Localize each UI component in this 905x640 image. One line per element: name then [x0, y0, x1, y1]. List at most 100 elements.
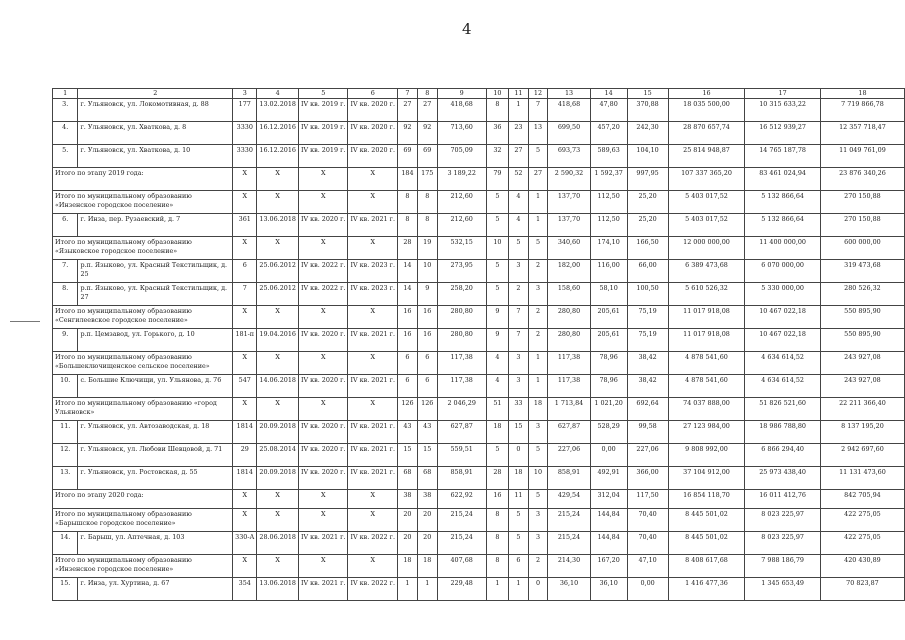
table-cell: 214,30: [547, 554, 591, 578]
table-cell: г. Ульяновск, ул. Ростовская, д. 55: [77, 466, 234, 490]
table-cell: 18: [397, 554, 418, 578]
table-cell: IV кв. 2020 г.: [347, 121, 398, 145]
table-cell: 3.: [51, 98, 79, 122]
table-cell: 117,38: [436, 374, 487, 398]
table-cell: 15: [626, 88, 669, 99]
table-cell: 16: [416, 328, 438, 352]
table-cell: 280 526,32: [819, 282, 905, 306]
table-cell: 92: [416, 121, 438, 145]
table-cell: 8 408 617,68: [667, 554, 746, 578]
table-cell: 8: [416, 88, 438, 99]
table-cell: 16: [667, 88, 746, 99]
table-cell: 25.06.2012: [256, 282, 299, 306]
table-cell: X: [232, 190, 258, 214]
table-cell: 5 403 017,52: [667, 213, 746, 237]
table-cell: 38: [397, 489, 418, 509]
table-cell: 11 400 000,00: [744, 236, 821, 260]
table-cell: 20: [397, 508, 418, 532]
table-cell: X: [232, 508, 258, 532]
table-cell: 8: [485, 98, 510, 122]
table-cell: 1814: [232, 420, 258, 444]
table-cell: 28: [485, 466, 510, 490]
table-cell: 3330: [232, 121, 258, 145]
table-cell: 116,00: [589, 259, 628, 283]
table-cell: Итого по этапу 2019 года:: [51, 167, 234, 191]
table-cell: 20: [397, 531, 418, 555]
table-cell: 6: [508, 554, 529, 578]
table-cell: X: [232, 397, 258, 421]
table-cell: X: [347, 190, 398, 214]
table-cell: 79: [485, 167, 510, 191]
table-cell: 10: [527, 466, 549, 490]
table-cell: 627,87: [547, 420, 591, 444]
table-cell: X: [297, 554, 349, 578]
table-cell: 0,00: [626, 577, 669, 601]
table-cell: 92: [397, 121, 418, 145]
table-cell: 212,60: [436, 213, 487, 237]
table-cell: 8 445 501,02: [667, 531, 746, 555]
table-cell: 20.09.2018: [256, 466, 299, 490]
table-cell: 184: [397, 167, 418, 191]
table-cell: 15: [508, 420, 529, 444]
table-cell: 420 430,89: [819, 554, 905, 578]
table-cell: 229,48: [436, 577, 487, 601]
table-cell: 1: [485, 577, 510, 601]
table-cell: 280,80: [436, 328, 487, 352]
table-cell: 25 814 948,87: [667, 144, 746, 168]
table-cell: X: [297, 236, 349, 260]
table-row: 12. г. Ульяновск, ул. Любови Шевцовой, д.…: [51, 443, 905, 467]
table-cell: 457,20: [589, 121, 628, 145]
table-cell: 1: [527, 213, 549, 237]
table-cell: 3: [527, 531, 549, 555]
table-cell: 43: [397, 420, 418, 444]
table-cell: р.п. Языково, ул. Красный Текстильщик, д…: [77, 259, 234, 283]
table-cell: 273,95: [436, 259, 487, 283]
table-cell: X: [297, 351, 349, 375]
table-cell: 8 445 501,02: [667, 508, 746, 532]
table-cell: 2: [77, 88, 234, 99]
table-cell: X: [297, 508, 349, 532]
table-cell: 8: [485, 508, 510, 532]
table-cell: 600 000,00: [819, 236, 905, 260]
table-cell: 532,15: [436, 236, 487, 260]
table-cell: 16 011 412,76: [744, 489, 821, 509]
table-cell: 8 137 195,20: [819, 420, 905, 444]
table-cell: 215,24: [436, 531, 487, 555]
subtotal-row: Итого по муниципальному образованию «гор…: [51, 397, 905, 421]
table-cell: 25.06.2012: [256, 259, 299, 283]
table-cell: 69: [416, 144, 438, 168]
table-cell: 99,58: [626, 420, 669, 444]
table-cell: 2: [527, 305, 549, 329]
table-cell: 699,50: [547, 121, 591, 145]
table-cell: 858,91: [547, 466, 591, 490]
table-cell: IV кв. 2021 г.: [297, 577, 349, 601]
table-cell: 2 590,32: [547, 167, 591, 191]
table-cell: IV кв. 2021 г.: [347, 443, 398, 467]
table-cell: 4: [508, 213, 529, 237]
table-cell: 18: [508, 466, 529, 490]
table-cell: Итого по муниципальному образованию «Язы…: [51, 236, 234, 260]
table-cell: 3: [232, 88, 258, 99]
table-cell: X: [256, 236, 299, 260]
table-cell: 137,70: [547, 190, 591, 214]
table-cell: 366,00: [626, 466, 669, 490]
table-cell: IV кв. 2019 г.: [297, 98, 349, 122]
table-cell: 6: [232, 259, 258, 283]
table-cell: 28: [397, 236, 418, 260]
table-cell: 16: [397, 305, 418, 329]
table-cell: 14: [397, 282, 418, 306]
table-cell: IV кв. 2023 г.: [347, 282, 398, 306]
table-cell: 205,61: [589, 305, 628, 329]
table-cell: X: [256, 508, 299, 532]
table-cell: 126: [397, 397, 418, 421]
table-cell: 3: [508, 259, 529, 283]
table-cell: 9.: [51, 328, 79, 352]
table-cell: X: [232, 305, 258, 329]
table-cell: 12.: [51, 443, 79, 467]
table-cell: 158,60: [547, 282, 591, 306]
table-cell: 16: [485, 489, 510, 509]
table-cell: 330-А: [232, 531, 258, 555]
table-cell: 1: [508, 577, 529, 601]
table-cell: IV кв. 2022 г.: [347, 577, 398, 601]
table-cell: 10.: [51, 374, 79, 398]
